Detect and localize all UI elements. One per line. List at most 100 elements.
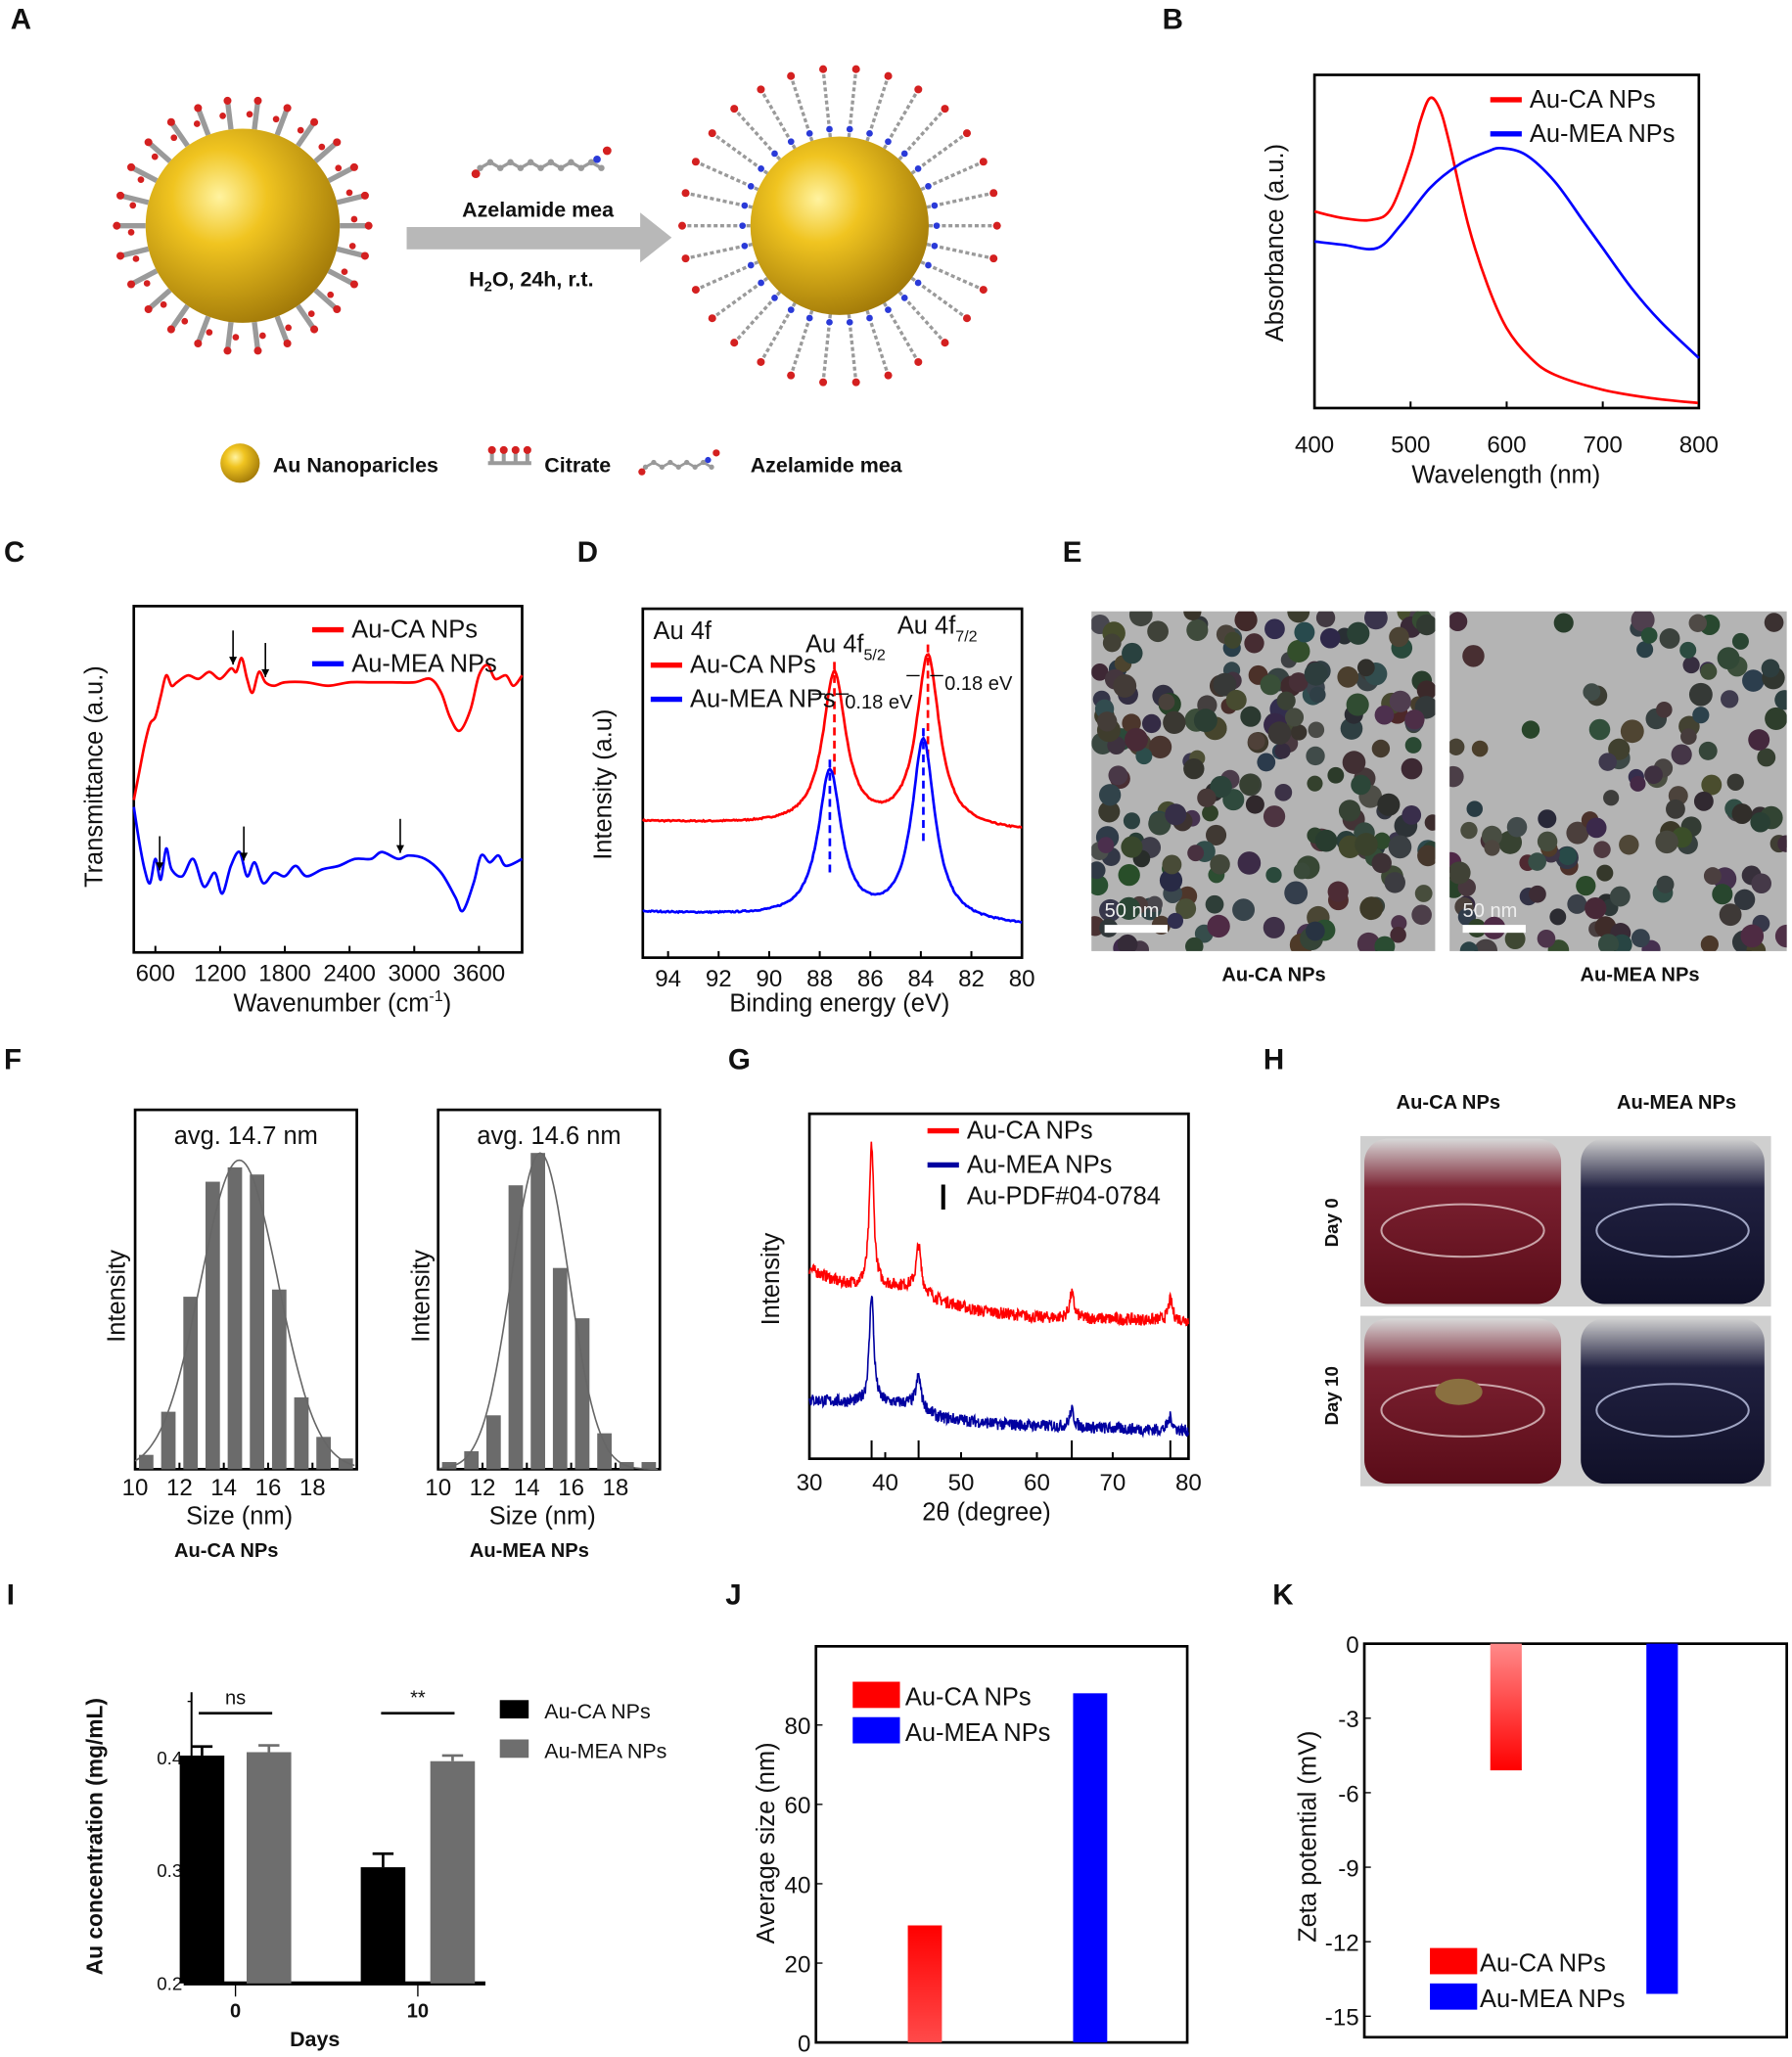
tem-nanoparticle xyxy=(1099,898,1122,922)
tem-nanoparticle xyxy=(1351,774,1371,796)
y-tick-label: 80 xyxy=(785,1714,811,1740)
x-tick-label: 10 xyxy=(425,1475,451,1501)
tem-nanoparticle xyxy=(1504,929,1526,950)
ligand-end-atom xyxy=(884,371,893,380)
tem-nanoparticle xyxy=(1688,682,1713,707)
ligand xyxy=(897,291,946,344)
tem-nanoparticle xyxy=(1700,663,1718,680)
x-tick-label: 60 xyxy=(1024,1470,1050,1496)
plot-frame xyxy=(132,605,524,954)
x-tick-label: 10 xyxy=(407,2001,429,2023)
x-axis-label: Size (nm) xyxy=(489,1503,596,1531)
tem-nanoparticle xyxy=(1740,924,1765,948)
photo-column-au-mea: Au-MEA NPs xyxy=(1617,1092,1736,1114)
ligand-end-atom xyxy=(194,339,203,348)
x-tick-label: 12 xyxy=(166,1475,193,1501)
ligand-end-atom xyxy=(962,129,972,138)
histogram-caption: Au-CA NPs xyxy=(174,1540,278,1562)
bar xyxy=(430,1760,476,1984)
tem-nanoparticle xyxy=(1620,719,1644,744)
tem-nanoparticle xyxy=(1284,881,1309,905)
ligand xyxy=(847,314,858,383)
tem-image-au-ca: 50 nm xyxy=(1091,611,1436,951)
ligand-end-atom xyxy=(681,189,690,198)
ligand xyxy=(146,288,172,312)
nanoparticle-cluster xyxy=(1091,611,1436,951)
arrow-head xyxy=(156,862,164,871)
ligand-oxygen xyxy=(143,280,151,287)
tem-nanoparticle xyxy=(1274,783,1293,801)
ligand-oxygen xyxy=(307,310,315,317)
tem-nanoparticle xyxy=(1091,663,1109,681)
ligand xyxy=(195,315,211,344)
tem-nanoparticle xyxy=(1588,718,1611,741)
tem-nanoparticle xyxy=(1263,916,1285,938)
ligand-nitrogen xyxy=(826,318,833,326)
plot-frame xyxy=(133,1108,358,1471)
tem-nanoparticle xyxy=(1449,861,1471,885)
tem-nanoparticle xyxy=(1210,775,1232,799)
tem-nanoparticle xyxy=(1688,614,1708,632)
ligand xyxy=(274,315,291,344)
tem-nanoparticle xyxy=(1121,836,1143,858)
tem-nanoparticle xyxy=(1631,929,1650,948)
series-line-1 xyxy=(132,806,524,913)
tem-caption-au-ca: Au-CA NPs xyxy=(1221,965,1325,986)
reagent-label: Azelamide mea xyxy=(462,198,615,221)
tem-nanoparticle xyxy=(1287,639,1310,663)
ligand-end-atom xyxy=(364,221,373,230)
tem-nanoparticle xyxy=(1146,895,1163,913)
gaussian-fit-line xyxy=(437,1152,658,1471)
tem-nanoparticle xyxy=(1765,707,1787,731)
tem-nanoparticle xyxy=(1147,620,1169,643)
x-axis-label: 2θ (degree) xyxy=(922,1499,1051,1527)
scale-bar xyxy=(1462,925,1526,934)
y-tick-label: 0.4 xyxy=(157,1748,182,1768)
oxygen-atom xyxy=(499,445,508,454)
tem-nanoparticle xyxy=(1263,805,1286,828)
histogram-bar xyxy=(205,1181,220,1470)
tem-nanoparticle xyxy=(1197,788,1217,808)
tem-nanoparticle xyxy=(1284,708,1305,727)
y-tick-label: 40 xyxy=(785,1872,811,1898)
atom xyxy=(675,464,681,470)
ligand xyxy=(336,246,366,259)
x-tick-label: 3000 xyxy=(388,961,440,987)
tem-nanoparticle xyxy=(1388,835,1412,859)
plot-frame xyxy=(641,607,1024,959)
series-line-0 xyxy=(641,653,1023,829)
citrate-gold-nanoparticle xyxy=(113,96,373,355)
oxygen-atom xyxy=(511,445,520,454)
azelamide-molecule-icon xyxy=(471,146,612,179)
ligand xyxy=(758,301,797,363)
ligand-end-atom xyxy=(989,189,998,198)
ligand-oxygen xyxy=(127,229,135,236)
ligand-oxygen xyxy=(132,255,140,262)
x-axis-label-part: -1 xyxy=(429,987,442,1005)
tem-nanoparticle xyxy=(1404,737,1422,754)
oxygen-atom xyxy=(471,169,481,179)
ligand xyxy=(252,100,261,130)
x-tick-label: 70 xyxy=(1100,1470,1126,1496)
arrow-head xyxy=(261,668,270,677)
tem-nanoparticle xyxy=(1416,680,1436,701)
y-tick-label: 60 xyxy=(785,1793,811,1819)
tem-nanoparticle xyxy=(1091,875,1109,896)
ligand-nitrogen xyxy=(931,202,939,209)
ligand-oxygen xyxy=(335,164,343,172)
ligand xyxy=(711,131,769,175)
tem-nanoparticle xyxy=(1125,727,1148,752)
peak-label-sub: 7/2 xyxy=(955,628,977,646)
tem-nanoparticle xyxy=(1751,873,1771,894)
ligand-end-atom xyxy=(708,129,716,138)
ligand-end-atom xyxy=(819,378,828,387)
ligand xyxy=(129,164,159,183)
ligand-oxygen xyxy=(318,143,326,151)
x-tick-label: 0 xyxy=(230,2001,241,2023)
tem-nanoparticle xyxy=(1315,611,1336,628)
peak-label: Au 4f xyxy=(805,630,864,658)
tem-nanoparticle xyxy=(1701,774,1723,796)
tem-nanoparticle xyxy=(1537,929,1556,948)
uv-vis-chart: Au-CA NPs Au-MEA NPs 400 500 600 700 800 Wavele… xyxy=(1262,73,1719,488)
atom xyxy=(598,164,605,171)
